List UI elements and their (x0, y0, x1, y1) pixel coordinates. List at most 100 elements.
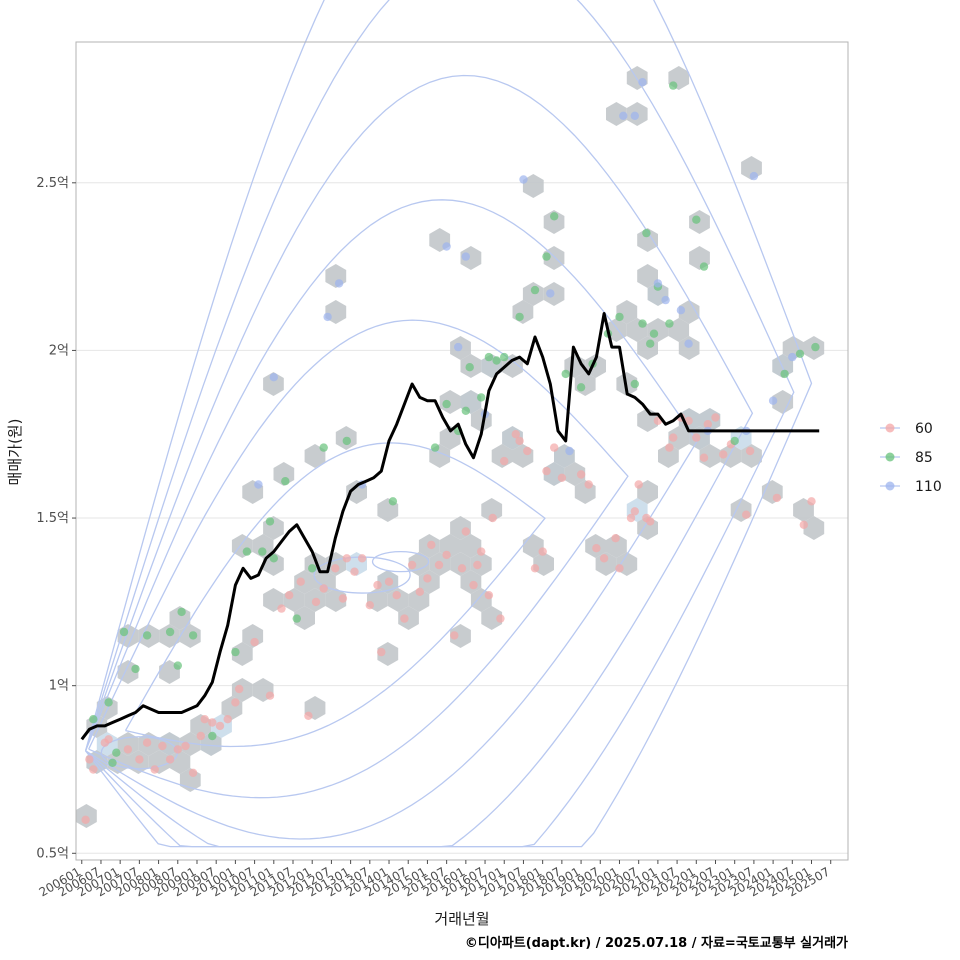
point-size-85 (811, 343, 819, 351)
point-size-85 (692, 216, 700, 224)
legend-label-85: 85 (915, 450, 933, 466)
point-size-85 (780, 370, 788, 378)
point-size-85 (120, 628, 128, 636)
point-size-60 (469, 581, 477, 589)
point-size-60 (500, 457, 508, 465)
point-size-85 (638, 319, 646, 327)
point-size-85 (189, 631, 197, 639)
point-size-85 (258, 547, 266, 555)
point-size-110 (335, 279, 343, 287)
point-size-60 (558, 474, 566, 482)
point-size-110 (661, 296, 669, 304)
point-size-85 (174, 661, 182, 669)
legend-label-110: 110 (915, 479, 942, 495)
point-size-85 (177, 608, 185, 616)
point-size-60 (423, 574, 431, 582)
point-size-85 (550, 212, 558, 220)
point-size-60 (197, 732, 205, 740)
point-size-85 (665, 319, 673, 327)
point-size-110 (454, 343, 462, 351)
point-size-110 (519, 175, 527, 183)
point-size-60 (631, 507, 639, 515)
hex-bin (627, 66, 648, 90)
point-size-85 (650, 330, 658, 338)
point-size-60 (711, 413, 719, 421)
point-size-85 (243, 547, 251, 555)
point-size-60 (231, 698, 239, 706)
y-tick-label: 2억 (49, 343, 69, 358)
point-size-60 (577, 470, 585, 478)
y-tick-label: 1억 (49, 679, 69, 694)
point-size-60 (600, 554, 608, 562)
legend-label-60: 60 (915, 421, 933, 437)
point-size-60 (523, 447, 531, 455)
point-size-60 (297, 578, 305, 586)
point-size-60 (285, 591, 293, 599)
point-size-60 (235, 685, 243, 693)
point-size-60 (746, 447, 754, 455)
point-size-85 (143, 631, 151, 639)
point-size-60 (692, 433, 700, 441)
point-size-60 (216, 722, 224, 730)
point-size-85 (466, 363, 474, 371)
point-size-60 (615, 564, 623, 572)
point-size-60 (442, 551, 450, 559)
point-size-60 (158, 742, 166, 750)
point-size-60 (104, 735, 112, 743)
point-size-85 (500, 353, 508, 361)
point-size-60 (592, 544, 600, 552)
x-axis-ticks: 2006012006072007012007072008012008072009… (37, 860, 833, 900)
point-size-60 (174, 745, 182, 753)
point-size-60 (393, 591, 401, 599)
point-size-85 (104, 698, 112, 706)
point-size-85 (208, 732, 216, 740)
point-size-85 (462, 407, 470, 415)
point-size-60 (366, 601, 374, 609)
point-size-85 (646, 340, 654, 348)
point-size-60 (485, 591, 493, 599)
point-size-85 (562, 370, 570, 378)
y-tick-label: 0.5억 (36, 846, 69, 861)
point-size-60 (635, 480, 643, 488)
point-size-60 (331, 564, 339, 572)
point-size-60 (81, 816, 89, 824)
point-size-110 (631, 112, 639, 120)
point-size-60 (224, 715, 232, 723)
point-size-60 (496, 614, 504, 622)
point-size-85 (577, 383, 585, 391)
legend-key-85 (886, 453, 895, 462)
point-size-110 (442, 242, 450, 250)
point-size-60 (343, 554, 351, 562)
point-size-60 (143, 739, 151, 747)
point-size-60 (646, 517, 654, 525)
source-caption: ©디아파트(dapt.kr) / 2025.07.18 / 자료=국토교통부 실… (465, 935, 848, 951)
point-size-60 (435, 561, 443, 569)
legend: 60 85 110 (880, 421, 942, 495)
point-size-110 (684, 340, 692, 348)
point-size-60 (312, 598, 320, 606)
point-size-85 (89, 715, 97, 723)
y-axis-title: 매매가(원) (6, 419, 24, 486)
point-size-60 (665, 443, 673, 451)
point-size-85 (320, 443, 328, 451)
point-size-110 (254, 480, 262, 488)
point-size-60 (550, 443, 558, 451)
point-size-110 (638, 78, 646, 86)
legend-key-60 (886, 424, 895, 433)
point-size-60 (320, 584, 328, 592)
y-tick-label: 2.5억 (36, 176, 69, 191)
point-size-60 (373, 581, 381, 589)
point-size-110 (769, 397, 777, 405)
point-size-85 (293, 614, 301, 622)
point-size-60 (377, 648, 385, 656)
point-size-60 (807, 497, 815, 505)
y-tick-label: 1.5억 (36, 511, 69, 526)
point-size-85 (731, 437, 739, 445)
x-axis-title: 거래년월 (434, 910, 489, 928)
point-size-110 (750, 172, 758, 180)
point-size-110 (546, 289, 554, 297)
point-size-110 (323, 313, 331, 321)
point-size-60 (462, 527, 470, 535)
point-size-60 (611, 534, 619, 542)
point-size-60 (408, 561, 416, 569)
